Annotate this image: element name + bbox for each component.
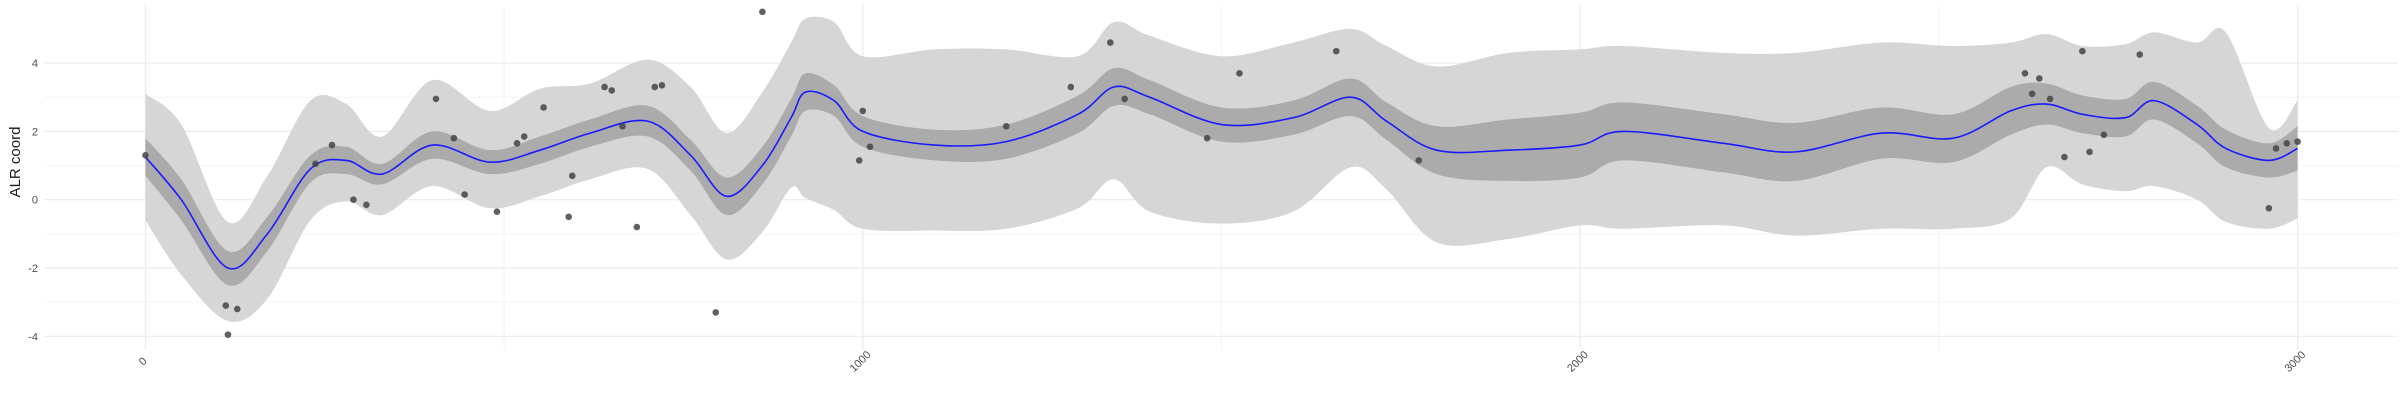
y-tick-label: -2 bbox=[28, 263, 38, 275]
data-point bbox=[1332, 47, 1340, 55]
data-point bbox=[601, 83, 608, 91]
data-point bbox=[866, 143, 874, 151]
data-point bbox=[450, 134, 458, 142]
data-point bbox=[363, 201, 370, 209]
data-point bbox=[224, 331, 232, 338]
y-tick-label: 4 bbox=[32, 58, 38, 70]
mean-lines bbox=[144, 85, 2298, 270]
data-point bbox=[1067, 83, 1075, 91]
data-point bbox=[2086, 148, 2093, 156]
y-tick-label: 2 bbox=[32, 126, 38, 138]
y-tick-label: 0 bbox=[32, 195, 38, 207]
data-point bbox=[712, 309, 720, 316]
outer-confidence-band bbox=[145, 16, 2298, 322]
data-point bbox=[2283, 140, 2291, 147]
mean-line bbox=[144, 85, 2298, 270]
confidence-bands bbox=[145, 16, 2298, 322]
data-point bbox=[855, 157, 863, 164]
data-point bbox=[2265, 204, 2273, 212]
data-point bbox=[540, 104, 547, 111]
data-point bbox=[2079, 47, 2086, 55]
data-point bbox=[222, 302, 230, 309]
data-point bbox=[608, 87, 616, 94]
data-point bbox=[1236, 70, 1243, 77]
data-point bbox=[1107, 39, 1114, 46]
data-point bbox=[658, 81, 666, 89]
y-tick-label: -4 bbox=[28, 331, 38, 343]
data-point bbox=[2021, 70, 2029, 77]
data-point bbox=[432, 95, 440, 103]
data-point bbox=[312, 160, 319, 168]
x-tick-label: 1000 bbox=[848, 349, 874, 375]
data-point bbox=[1203, 134, 1211, 142]
data-point bbox=[350, 196, 357, 204]
data-point bbox=[233, 305, 241, 313]
data-point bbox=[1002, 122, 1010, 130]
data-point bbox=[565, 213, 572, 221]
data-point bbox=[2136, 51, 2144, 58]
data-point bbox=[859, 107, 867, 115]
y-axis-title: ALR coord bbox=[7, 127, 24, 198]
data-point bbox=[2100, 131, 2108, 139]
data-point bbox=[513, 140, 521, 147]
data-point bbox=[759, 8, 766, 16]
data-point bbox=[461, 191, 468, 198]
data-point bbox=[2046, 95, 2054, 103]
x-tick-label: 2000 bbox=[1565, 349, 1591, 375]
x-tick-label: 3000 bbox=[2283, 349, 2309, 375]
data-point bbox=[328, 141, 336, 149]
data-point bbox=[493, 208, 501, 215]
data-point bbox=[2028, 90, 2036, 98]
inner-confidence-band bbox=[145, 67, 2298, 286]
data-point bbox=[1121, 95, 1128, 103]
data-point bbox=[2036, 75, 2043, 82]
x-tick-label: 0 bbox=[137, 355, 150, 368]
data-point bbox=[619, 122, 626, 130]
data-point bbox=[520, 133, 528, 140]
data-point bbox=[633, 223, 641, 231]
data-point bbox=[142, 151, 149, 159]
data-point bbox=[2061, 153, 2068, 161]
data-point bbox=[1415, 157, 1423, 164]
data-point bbox=[568, 172, 576, 180]
data-point bbox=[2294, 138, 2301, 145]
data-point bbox=[651, 83, 659, 91]
data-point bbox=[2272, 145, 2280, 152]
observations bbox=[142, 8, 2301, 338]
